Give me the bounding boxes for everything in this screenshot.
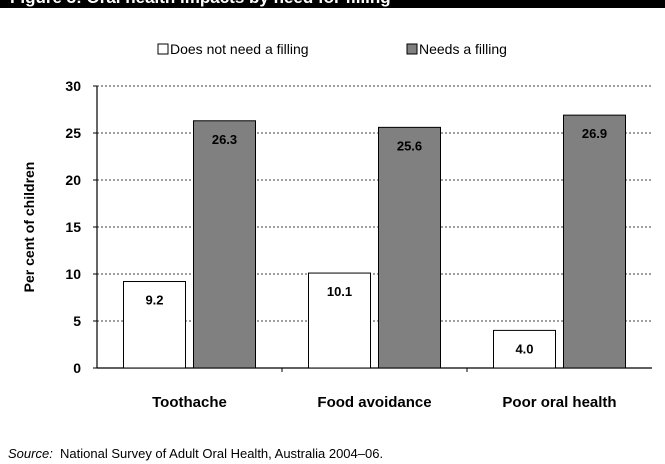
source-text: National Survey of Adult Oral Health, Au…	[60, 446, 384, 461]
data-label: 26.3	[212, 132, 237, 147]
data-label: 10.1	[327, 284, 352, 299]
bar	[378, 126, 441, 369]
y-tick-label: 0	[73, 360, 81, 376]
data-label: 25.6	[397, 138, 422, 153]
data-label: 4.0	[515, 341, 533, 356]
x-tick-label: Poor oral health	[502, 394, 616, 411]
legend-swatch	[157, 43, 169, 55]
x-tick-label: Toothache	[152, 394, 227, 411]
y-tick-label: 30	[65, 78, 81, 94]
y-tick-label: 10	[65, 266, 81, 282]
legend-entry: Needs a filling	[419, 41, 507, 57]
data-label: 26.9	[582, 126, 607, 141]
bar	[563, 114, 626, 369]
bar	[193, 120, 256, 369]
y-tick-label: 20	[65, 172, 81, 188]
chart-title: Figure 3: Oral health impacts by need fo…	[10, 0, 391, 8]
bar	[493, 329, 556, 369]
y-tick-label: 5	[73, 313, 81, 329]
x-tick-label: Food avoidance	[317, 394, 431, 411]
y-tick-label: 15	[65, 219, 81, 235]
title-bar: Figure 3: Oral health impacts by need fo…	[0, 0, 665, 8]
y-axis-label: Per cent of children	[21, 162, 37, 293]
y-tick-label: 25	[65, 125, 81, 141]
data-label: 9.2	[145, 293, 163, 308]
legend-entry: Does not need a filling	[170, 41, 309, 57]
bar-chart: 0 5 10 15 20 25 30 Per cent of children 9.2 26.3 T…	[21, 41, 652, 411]
source-label: Source:	[8, 446, 53, 461]
bar	[308, 272, 371, 369]
legend-swatch	[406, 43, 418, 55]
bar	[123, 281, 186, 369]
source-note: Source: National Survey of Adult Oral He…	[8, 446, 383, 461]
